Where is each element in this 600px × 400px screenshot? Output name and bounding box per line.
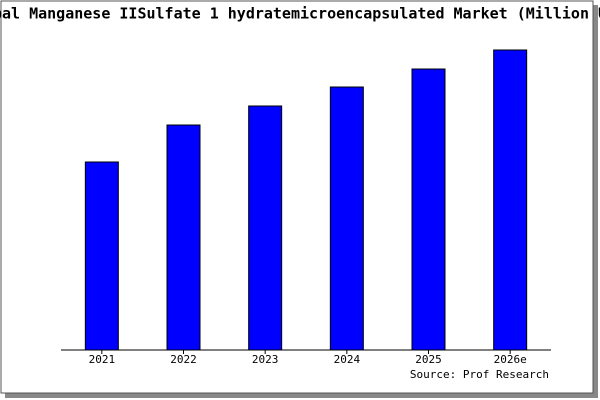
bar <box>329 86 364 351</box>
bar <box>493 49 528 351</box>
source-note: Source: Prof Research <box>410 368 549 381</box>
x-tick-label: 2021 <box>89 353 116 366</box>
x-tick-label: 2023 <box>252 353 279 366</box>
bar <box>411 68 446 351</box>
x-tick-label: 2026e <box>494 353 527 366</box>
x-tick-label: 2024 <box>334 353 361 366</box>
bar <box>84 161 119 351</box>
chart-title: Global Manganese IISulfate 1 hydratemicr… <box>0 5 600 23</box>
x-tick-label: 2025 <box>415 353 442 366</box>
bar <box>166 124 201 351</box>
x-tick-label: 2022 <box>170 353 197 366</box>
bar <box>248 105 283 351</box>
